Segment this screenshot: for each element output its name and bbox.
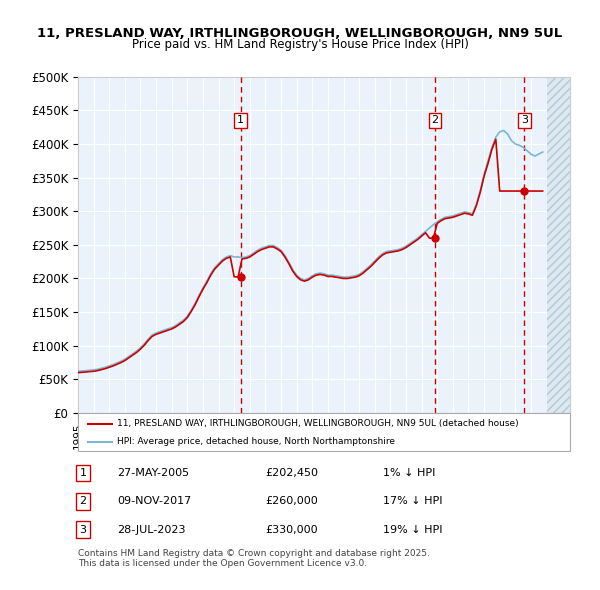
Text: 3: 3: [521, 116, 528, 126]
Text: 19% ↓ HPI: 19% ↓ HPI: [383, 525, 443, 535]
11, PRESLAND WAY, IRTHLINGBOROUGH, WELLINGBOROUGH, NN9 5UL (detached house): [74, 369, 82, 376]
HPI: Average price, detached house, North Northamptonshire: (2e+03, 6.2e+04): Average price, detached house, North Nor…: [74, 368, 82, 375]
Text: HPI: Average price, detached house, North Northamptonshire: HPI: Average price, detached house, Nort…: [118, 437, 395, 446]
Line: 11, PRESLAND WAY, IRTHLINGBOROUGH, WELLINGBOROUGH, NN9 5UL (detached house): 11, PRESLAND WAY, IRTHLINGBOROUGH, WELLI…: [78, 139, 542, 373]
Text: 09-NOV-2017: 09-NOV-2017: [118, 496, 191, 506]
Text: 1: 1: [79, 468, 86, 478]
HPI: Average price, detached house, North Northamptonshire: (2.02e+03, 4.2e+05): Average price, detached house, North Nor…: [500, 127, 507, 134]
11, PRESLAND WAY, IRTHLINGBOROUGH, WELLINGBOROUGH, NN9 5UL (detached house): [199, 286, 206, 293]
Text: 11, PRESLAND WAY, IRTHLINGBOROUGH, WELLINGBOROUGH, NN9 5UL (detached house): 11, PRESLAND WAY, IRTHLINGBOROUGH, WELLI…: [118, 419, 519, 428]
HPI: Average price, detached house, North Northamptonshire: (2.02e+03, 3.88e+05): Average price, detached house, North Nor…: [539, 149, 546, 156]
Text: 28-JUL-2023: 28-JUL-2023: [118, 525, 186, 535]
11, PRESLAND WAY, IRTHLINGBOROUGH, WELLINGBOROUGH, NN9 5UL (detached house): [442, 215, 449, 222]
Text: £202,450: £202,450: [265, 468, 318, 478]
Bar: [547, 77, 570, 413]
Text: 11, PRESLAND WAY, IRTHLINGBOROUGH, WELLINGBOROUGH, NN9 5UL: 11, PRESLAND WAY, IRTHLINGBOROUGH, WELLI…: [37, 27, 563, 40]
Text: 2: 2: [431, 116, 439, 126]
11, PRESLAND WAY, IRTHLINGBOROUGH, WELLINGBOROUGH, NN9 5UL (detached house): [395, 247, 402, 254]
11, PRESLAND WAY, IRTHLINGBOROUGH, WELLINGBOROUGH, NN9 5UL (detached house): [527, 188, 535, 195]
Text: 3: 3: [79, 525, 86, 535]
Text: Contains HM Land Registry data © Crown copyright and database right 2025.
This d: Contains HM Land Registry data © Crown c…: [78, 549, 430, 568]
HPI: Average price, detached house, North Northamptonshire: (2e+03, 1.86e+05): Average price, detached house, North Nor…: [199, 284, 206, 291]
11, PRESLAND WAY, IRTHLINGBOROUGH, WELLINGBOROUGH, NN9 5UL (detached house): [492, 136, 499, 143]
Text: 1: 1: [237, 116, 244, 126]
Text: 17% ↓ HPI: 17% ↓ HPI: [383, 496, 443, 506]
11, PRESLAND WAY, IRTHLINGBOROUGH, WELLINGBOROUGH, NN9 5UL (detached house): [172, 323, 179, 330]
HPI: Average price, detached house, North Northamptonshire: (2.02e+03, 3.85e+05): Average price, detached house, North Nor…: [527, 150, 535, 158]
HPI: Average price, detached house, North Northamptonshire: (2.02e+03, 2.91e+05): Average price, detached house, North Nor…: [442, 214, 449, 221]
Text: 27-MAY-2005: 27-MAY-2005: [118, 468, 190, 478]
Text: 1% ↓ HPI: 1% ↓ HPI: [383, 468, 436, 478]
HPI: Average price, detached house, North Northamptonshire: (2.01e+03, 2.04e+05): Average price, detached house, North Nor…: [332, 272, 340, 279]
11, PRESLAND WAY, IRTHLINGBOROUGH, WELLINGBOROUGH, NN9 5UL (detached house): [332, 274, 340, 281]
HPI: Average price, detached house, North Northamptonshire: (2e+03, 1.3e+05): Average price, detached house, North Nor…: [172, 322, 179, 329]
HPI: Average price, detached house, North Northamptonshire: (2.02e+03, 2.43e+05): Average price, detached house, North Nor…: [395, 246, 402, 253]
Text: £330,000: £330,000: [265, 525, 317, 535]
Text: £260,000: £260,000: [265, 496, 318, 506]
Text: 2: 2: [79, 496, 86, 506]
Text: Price paid vs. HM Land Registry's House Price Index (HPI): Price paid vs. HM Land Registry's House …: [131, 38, 469, 51]
FancyBboxPatch shape: [78, 413, 570, 451]
11, PRESLAND WAY, IRTHLINGBOROUGH, WELLINGBOROUGH, NN9 5UL (detached house): [539, 188, 546, 195]
Line: HPI: Average price, detached house, North Northamptonshire: HPI: Average price, detached house, Nort…: [78, 130, 542, 371]
